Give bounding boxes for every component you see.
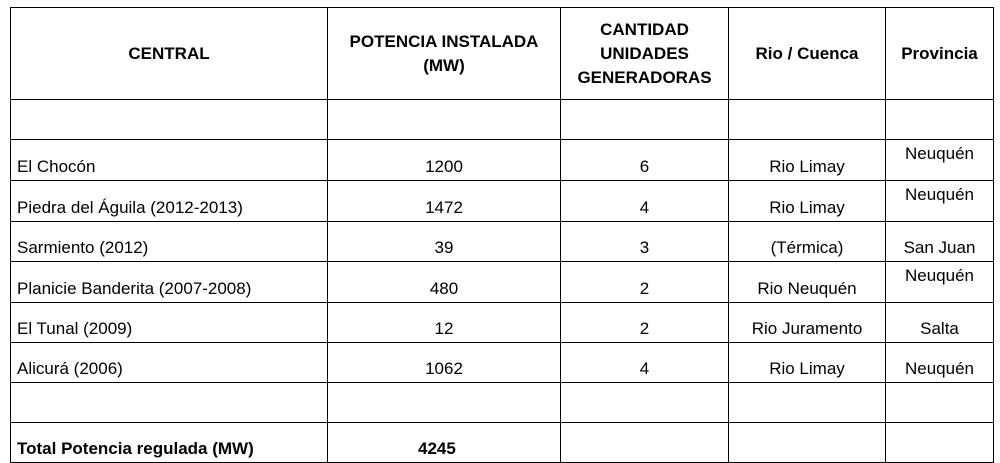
empty-cell — [10, 99, 328, 140]
cell: Rio Limay — [728, 180, 886, 222]
cell: Piedra del Águila (2012-2013) — [10, 180, 328, 222]
cell: Neuquén — [885, 342, 994, 383]
cell: Rio Neuquén — [728, 261, 886, 303]
empty-row — [10, 382, 994, 423]
cell: Rio Limay — [728, 139, 886, 181]
empty-cell — [560, 422, 729, 463]
cell: 12 — [327, 302, 561, 343]
cell: Neuquén — [885, 180, 994, 222]
cell: Neuquén — [885, 261, 994, 303]
cell: 1062 — [327, 342, 561, 383]
empty-cell — [885, 422, 994, 463]
header-cell: CANTIDAD UNIDADES GENERADORAS — [560, 7, 729, 100]
data-row: El Chocón 1200 6 Rio Limay Neuquén — [10, 139, 994, 181]
cell: Planicie Banderita (2007-2008) — [10, 261, 328, 303]
cell: 3 — [560, 221, 729, 262]
header-cell: POTENCIA INSTALADA (MW) — [327, 7, 561, 100]
cell: Rio Limay — [728, 342, 886, 383]
cell: 2 — [560, 261, 729, 303]
cell: 39 — [327, 221, 561, 262]
page: CENTRAL POTENCIA INSTALADA (MW) CANTIDAD U… — [10, 7, 994, 463]
cell: 1200 — [327, 139, 561, 181]
cell: 480 — [327, 261, 561, 303]
cell: 1472 — [327, 180, 561, 222]
empty-cell — [728, 422, 886, 463]
data-row: El Tunal (2009) 12 2 Rio Juramento Salta — [10, 302, 994, 343]
empty-cell — [885, 382, 994, 423]
empty-cell — [560, 382, 729, 423]
empty-cell — [728, 382, 886, 423]
cell: Neuquén — [885, 139, 994, 181]
header-cell: Provincia — [885, 7, 994, 100]
power-plant-table: CENTRAL POTENCIA INSTALADA (MW) CANTIDAD U… — [10, 7, 994, 463]
cell: 4 — [560, 342, 729, 383]
cell: 2 — [560, 302, 729, 343]
data-row: Piedra del Águila (2012-2013) 1472 4 Rio Li… — [10, 180, 994, 222]
empty-cell — [327, 99, 561, 140]
header-row: CENTRAL POTENCIA INSTALADA (MW) CANTIDAD U… — [10, 7, 994, 100]
cell: 6 — [560, 139, 729, 181]
data-row: Planicie Banderita (2007-2008) 480 2 Rio Ne… — [10, 261, 994, 303]
empty-cell — [728, 99, 886, 140]
total-cell: 4245 — [327, 422, 561, 463]
empty-row — [10, 99, 994, 140]
cell: Rio Juramento — [728, 302, 886, 343]
header-cell: Rio / Cuenca — [728, 7, 886, 100]
data-row: Alicurá (2006) 1062 4 Rio Limay Neuquén — [10, 342, 994, 383]
cell: El Chocón — [10, 139, 328, 181]
header-cell: CENTRAL — [10, 7, 328, 100]
empty-cell — [885, 99, 994, 140]
cell: 4 — [560, 180, 729, 222]
cell: Salta — [885, 302, 994, 343]
cell: Alicurá (2006) — [10, 342, 328, 383]
data-row: Sarmiento (2012) 39 3 (Térmica) San Juan — [10, 221, 994, 262]
cell: San Juan — [885, 221, 994, 262]
empty-cell — [327, 382, 561, 423]
cell: (Térmica) — [728, 221, 886, 262]
cell: Sarmiento (2012) — [10, 221, 328, 262]
total-cell: Total Potencia regulada (MW) — [10, 422, 328, 463]
empty-cell — [560, 99, 729, 140]
cell: El Tunal (2009) — [10, 302, 328, 343]
empty-cell — [10, 382, 328, 423]
total-row: Total Potencia regulada (MW) 4245 — [10, 422, 994, 463]
